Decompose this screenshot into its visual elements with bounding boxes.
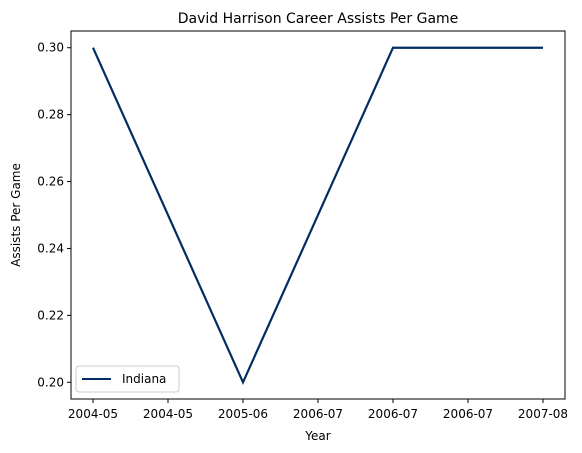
y-axis: 0.20 0.22 0.24 0.26 0.28 0.30 [37, 41, 71, 389]
x-tick-label: 2005-06 [218, 407, 268, 421]
y-axis-label: Assists Per Game [9, 163, 23, 267]
y-tick-label: 0.26 [37, 175, 64, 189]
x-tick-label: 2004-05 [143, 407, 193, 421]
chart-title: David Harrison Career Assists Per Game [178, 11, 459, 27]
y-tick-label: 0.30 [37, 41, 64, 55]
y-tick-label: 0.22 [37, 308, 64, 322]
legend-label-indiana: Indiana [122, 372, 166, 386]
x-axis: 2004-05 2004-05 2005-06 2006-07 2006-07 2006-… [68, 399, 568, 421]
x-tick-label: 2004-05 [68, 407, 118, 421]
y-tick-label: 0.20 [37, 375, 64, 389]
y-tick-label: 0.24 [37, 241, 64, 255]
x-tick-label: 2006-07 [293, 407, 343, 421]
x-tick-label: 2007-08 [518, 407, 568, 421]
x-tick-label: 2006-07 [368, 407, 418, 421]
series-layer [91, 46, 544, 385]
legend-box [75, 365, 180, 393]
x-axis-label: Year [304, 429, 330, 443]
y-tick-label: 0.28 [37, 108, 64, 122]
legend: Indiana [75, 365, 180, 393]
series-line-indiana [91, 46, 543, 385]
x-tick-label: 2006-07 [443, 407, 493, 421]
